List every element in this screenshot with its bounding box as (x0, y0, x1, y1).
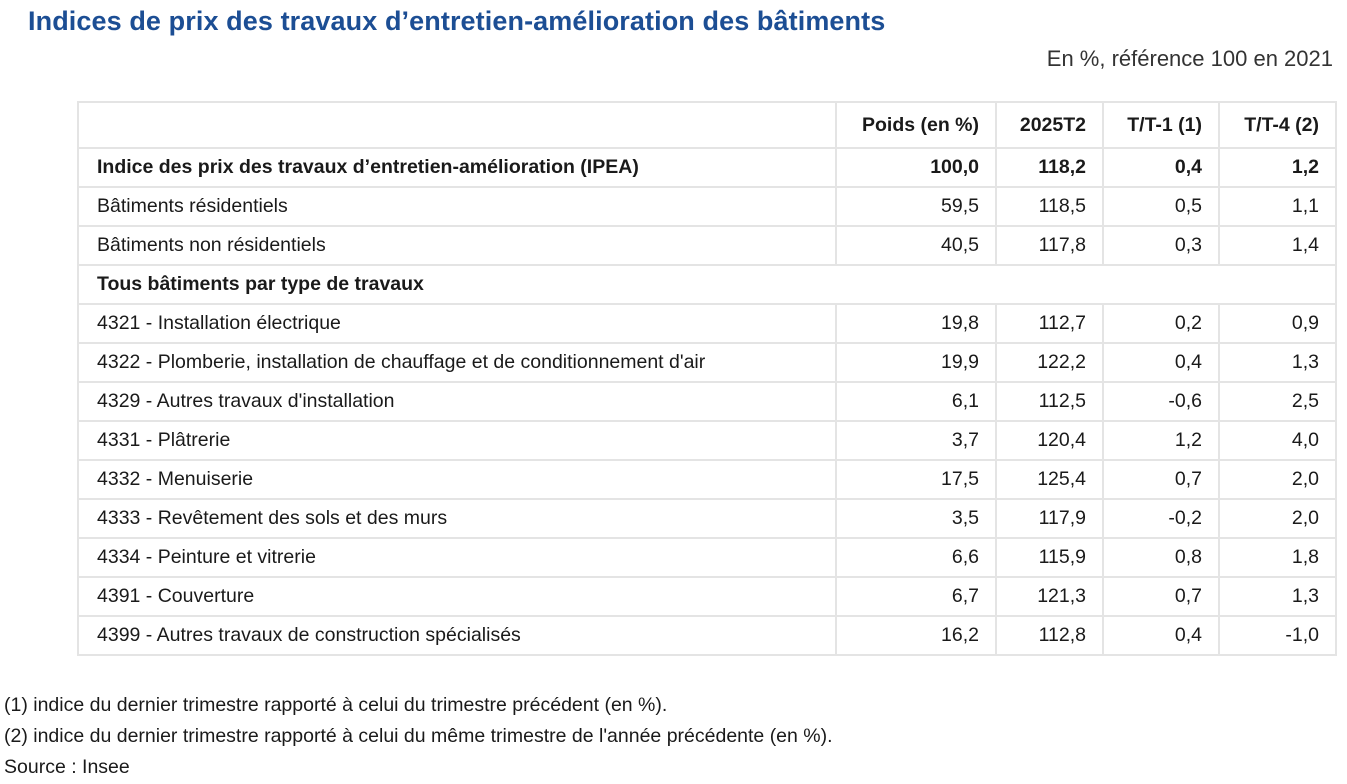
cell-tt1: 0,4 (1102, 615, 1220, 656)
cell-tt4: 1,2 (1218, 147, 1337, 188)
header-label (77, 101, 837, 149)
cell-2025t2: 117,8 (995, 225, 1104, 266)
table-row: 4333 - Revêtement des sols et des murs 3… (77, 498, 1337, 539)
cell-tt4: 1,8 (1218, 537, 1337, 578)
cell-poids: 6,6 (835, 537, 997, 578)
cell-poids: 3,5 (835, 498, 997, 539)
table-row: 4331 - Plâtrerie 3,7 120,4 1,2 4,0 (77, 420, 1337, 461)
cell-poids: 59,5 (835, 186, 997, 227)
row-label: 4322 - Plomberie, installation de chauff… (77, 342, 837, 383)
cell-2025t2: 112,7 (995, 303, 1104, 344)
source-note: Source : Insee (4, 756, 130, 778)
table-row: 4391 - Couverture 6,7 121,3 0,7 1,3 (77, 576, 1337, 617)
row-label: 4334 - Peinture et vitrerie (77, 537, 837, 578)
cell-poids: 100,0 (835, 147, 997, 188)
table-row: 4399 - Autres travaux de construction sp… (77, 615, 1337, 656)
header-tt1: T/T-1 (1) (1102, 101, 1220, 149)
footnotes: (1) indice du dernier trimestre rapporté… (4, 690, 833, 783)
cell-tt4: -1,0 (1218, 615, 1337, 656)
cell-2025t2: 125,4 (995, 459, 1104, 500)
cell-poids: 6,1 (835, 381, 997, 422)
table-section-row: Tous bâtiments par type de travaux (77, 264, 1337, 305)
cell-tt1: 0,7 (1102, 459, 1220, 500)
row-label: 4332 - Menuiserie (77, 459, 837, 500)
cell-tt4: 1,3 (1218, 342, 1337, 383)
cell-tt1: 1,2 (1102, 420, 1220, 461)
cell-tt1: 0,3 (1102, 225, 1220, 266)
table-header-row: Poids (en %) 2025T2 T/T-1 (1) T/T-4 (2) (77, 101, 1337, 149)
row-label: Bâtiments résidentiels (77, 186, 837, 227)
header-2025t2: 2025T2 (995, 101, 1104, 149)
row-label: 4333 - Revêtement des sols et des murs (77, 498, 837, 539)
cell-tt4: 2,5 (1218, 381, 1337, 422)
table-row: Indice des prix des travaux d’entretien-… (77, 147, 1337, 188)
footnote-2: (2) indice du dernier trimestre rapporté… (4, 725, 833, 747)
cell-tt4: 0,9 (1218, 303, 1337, 344)
table-row: Bâtiments résidentiels 59,5 118,5 0,5 1,… (77, 186, 1337, 227)
cell-poids: 3,7 (835, 420, 997, 461)
cell-tt1: -0,6 (1102, 381, 1220, 422)
cell-tt4: 1,3 (1218, 576, 1337, 617)
table-row: 4334 - Peinture et vitrerie 6,6 115,9 0,… (77, 537, 1337, 578)
cell-2025t2: 121,3 (995, 576, 1104, 617)
cell-poids: 19,9 (835, 342, 997, 383)
cell-tt1: 0,4 (1102, 342, 1220, 383)
row-label: 4329 - Autres travaux d'installation (77, 381, 837, 422)
cell-2025t2: 122,2 (995, 342, 1104, 383)
cell-tt1: 0,8 (1102, 537, 1220, 578)
cell-poids: 6,7 (835, 576, 997, 617)
header-poids: Poids (en %) (835, 101, 997, 149)
cell-2025t2: 117,9 (995, 498, 1104, 539)
cell-tt1: 0,4 (1102, 147, 1220, 188)
cell-tt1: 0,2 (1102, 303, 1220, 344)
cell-2025t2: 112,5 (995, 381, 1104, 422)
cell-2025t2: 118,5 (995, 186, 1104, 227)
cell-2025t2: 118,2 (995, 147, 1104, 188)
cell-poids: 19,8 (835, 303, 997, 344)
cell-tt4: 1,4 (1218, 225, 1337, 266)
price-index-table: Poids (en %) 2025T2 T/T-1 (1) T/T-4 (2) … (77, 101, 1337, 656)
table-row: 4321 - Installation électrique 19,8 112,… (77, 303, 1337, 344)
row-label: 4331 - Plâtrerie (77, 420, 837, 461)
cell-tt4: 4,0 (1218, 420, 1337, 461)
row-label: Indice des prix des travaux d’entretien-… (77, 147, 837, 188)
cell-poids: 17,5 (835, 459, 997, 500)
page-title: Indices de prix des travaux d’entretien-… (28, 6, 886, 36)
table-row: 4322 - Plomberie, installation de chauff… (77, 342, 1337, 383)
cell-tt1: 0,7 (1102, 576, 1220, 617)
cell-2025t2: 112,8 (995, 615, 1104, 656)
row-label: 4321 - Installation électrique (77, 303, 837, 344)
cell-2025t2: 120,4 (995, 420, 1104, 461)
cell-tt1: -0,2 (1102, 498, 1220, 539)
row-label: 4391 - Couverture (77, 576, 837, 617)
row-label: 4399 - Autres travaux de construction sp… (77, 615, 837, 656)
cell-tt4: 2,0 (1218, 498, 1337, 539)
table-row: 4332 - Menuiserie 17,5 125,4 0,7 2,0 (77, 459, 1337, 500)
table-row: 4329 - Autres travaux d'installation 6,1… (77, 381, 1337, 422)
header-tt4: T/T-4 (2) (1218, 101, 1337, 149)
table-row: Bâtiments non résidentiels 40,5 117,8 0,… (77, 225, 1337, 266)
cell-tt1: 0,5 (1102, 186, 1220, 227)
cell-2025t2: 115,9 (995, 537, 1104, 578)
page-subtitle: En %, référence 100 en 2021 (1046, 46, 1333, 71)
row-label: Bâtiments non résidentiels (77, 225, 837, 266)
section-heading: Tous bâtiments par type de travaux (77, 264, 1337, 305)
cell-poids: 16,2 (835, 615, 997, 656)
cell-poids: 40,5 (835, 225, 997, 266)
cell-tt4: 1,1 (1218, 186, 1337, 227)
cell-tt4: 2,0 (1218, 459, 1337, 500)
footnote-1: (1) indice du dernier trimestre rapporté… (4, 694, 668, 716)
price-index-table-container: Poids (en %) 2025T2 T/T-1 (1) T/T-4 (2) … (77, 101, 1337, 656)
